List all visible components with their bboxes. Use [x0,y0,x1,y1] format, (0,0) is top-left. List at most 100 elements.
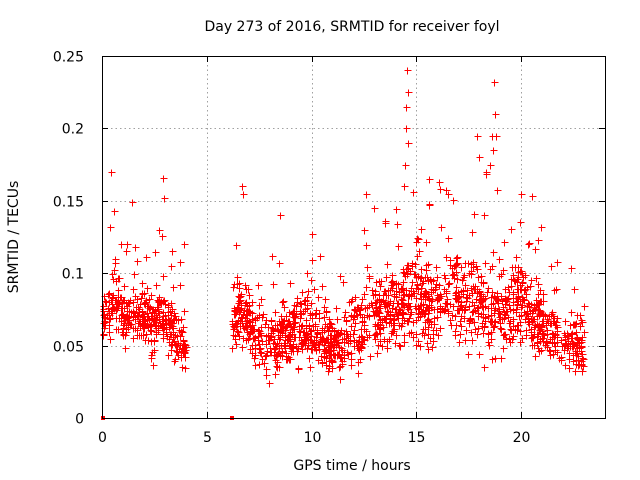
data-point [272,341,280,349]
data-point [404,67,412,75]
data-point [350,314,358,322]
data-point [566,365,574,373]
data-point [352,320,360,328]
data-point [361,227,369,235]
data-point [110,304,118,312]
data-point [480,280,488,288]
data-point [374,297,382,305]
data-point [272,357,280,365]
data-point [526,321,534,329]
data-point [466,320,474,328]
data-point [515,286,523,294]
data-point [510,299,518,307]
data-point [476,154,484,162]
data-point [156,227,164,235]
data-point [410,189,418,197]
data-point [559,343,567,351]
data-point [233,242,241,250]
data-point [229,345,237,353]
data-point [376,326,384,334]
data-point [331,338,339,346]
data-point [458,264,466,272]
data-point [538,347,546,355]
data-point [486,342,494,350]
data-point [417,275,425,283]
data-point [475,304,483,312]
data-point [338,355,346,363]
data-point [259,338,267,346]
data-point [478,311,486,319]
data-point [544,340,552,348]
data-point [481,212,489,220]
data-point [311,337,319,345]
data-point [316,315,324,323]
data-point [576,361,584,369]
data-point [478,291,486,299]
data-point [297,329,305,337]
data-point [107,336,115,344]
data-point [501,331,509,339]
data-point [437,291,445,299]
data-point [577,323,585,331]
data-point [255,282,263,290]
data-point [143,331,151,339]
data-point [573,329,581,337]
data-point [456,339,464,347]
data-point [247,330,255,338]
data-point [457,331,465,339]
data-point [130,309,138,317]
data-point [462,260,470,268]
data-point [426,201,434,209]
data-point [482,315,490,323]
data-point [286,332,294,340]
data-point [392,340,400,348]
data-point [100,320,108,328]
data-point [148,323,156,331]
data-point [257,345,265,353]
data-point [554,339,562,347]
x-tick-label: 0 [98,430,107,446]
data-point [266,380,274,388]
data-point [573,357,581,365]
data-point [139,291,147,299]
data-point [509,336,517,344]
data-point [177,342,185,350]
data-point [345,340,353,348]
data-point [446,280,454,288]
data-point [532,353,540,361]
data-point [405,89,413,97]
data-point [306,355,314,363]
data-point [177,282,185,290]
data-point [371,312,379,320]
data-point [160,321,168,329]
data-point [518,191,526,199]
data-point [372,321,380,329]
data-point [270,326,278,334]
data-point [428,298,436,306]
data-point [172,341,180,349]
data-point [132,244,140,252]
y-tick-label: 0.2 [62,122,84,138]
data-point [489,133,497,141]
data-point [470,264,478,272]
data-point [442,275,450,283]
data-point [417,343,425,351]
data-point [102,319,110,327]
data-point [307,312,315,320]
data-point [321,304,329,312]
data-point [131,271,139,279]
data-point [364,312,372,320]
data-point [103,299,111,307]
data-point [333,305,341,313]
data-point [325,368,333,376]
data-point [527,283,535,291]
data-points [100,67,589,420]
data-point [276,364,284,372]
data-point [291,326,299,334]
data-point [171,310,179,318]
plot-frame [102,56,606,419]
data-point [426,319,434,327]
data-point [135,304,143,312]
data-point [322,296,330,304]
data-point [554,315,562,323]
